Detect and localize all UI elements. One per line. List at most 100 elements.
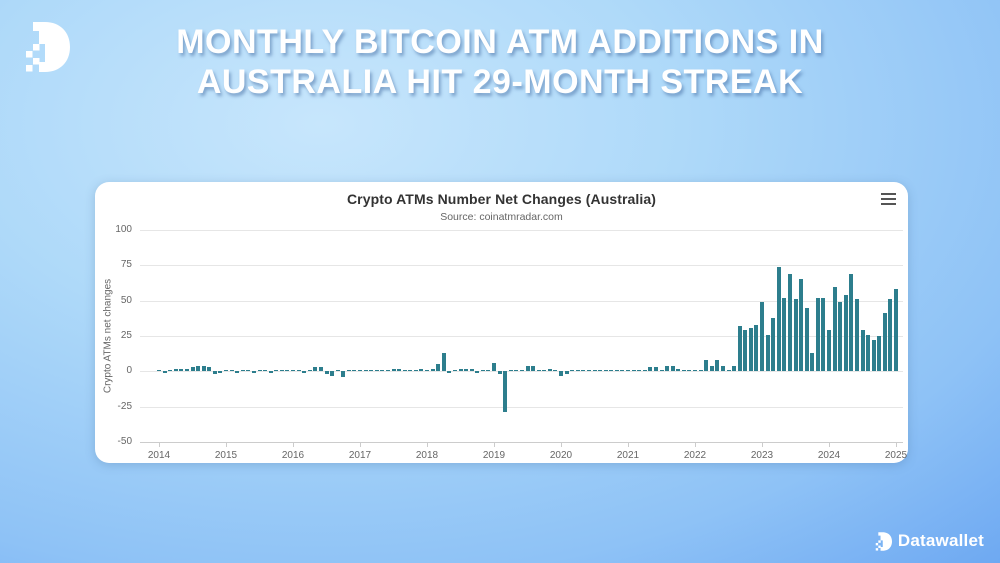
bar[interactable]: [592, 369, 597, 372]
bar[interactable]: [704, 360, 709, 372]
bar[interactable]: [715, 360, 720, 372]
bar[interactable]: [776, 266, 781, 372]
bar[interactable]: [218, 371, 223, 373]
bar[interactable]: [799, 279, 804, 372]
bar[interactable]: [648, 367, 653, 372]
bar[interactable]: [173, 368, 178, 372]
bar[interactable]: [330, 371, 335, 376]
bar[interactable]: [810, 352, 815, 372]
bar[interactable]: [157, 370, 161, 372]
bar[interactable]: [279, 369, 284, 372]
bar[interactable]: [754, 324, 759, 372]
bar[interactable]: [542, 370, 547, 372]
bar[interactable]: [452, 370, 457, 372]
bar[interactable]: [575, 369, 580, 372]
bar[interactable]: [793, 299, 798, 372]
bar[interactable]: [447, 371, 452, 373]
bar[interactable]: [693, 369, 697, 372]
bar[interactable]: [732, 365, 737, 372]
bar[interactable]: [508, 370, 513, 372]
bar[interactable]: [553, 369, 558, 372]
bar[interactable]: [698, 369, 703, 372]
bar[interactable]: [235, 371, 240, 373]
bar[interactable]: [263, 369, 268, 372]
bar[interactable]: [363, 369, 368, 372]
bar[interactable]: [787, 273, 792, 372]
bar[interactable]: [737, 326, 742, 372]
bar[interactable]: [726, 369, 731, 372]
bar[interactable]: [603, 369, 608, 372]
bar[interactable]: [201, 365, 206, 372]
bar[interactable]: [559, 371, 563, 376]
bar[interactable]: [190, 367, 195, 372]
bar[interactable]: [670, 365, 675, 372]
bar[interactable]: [402, 369, 407, 372]
bar[interactable]: [709, 365, 714, 372]
bar[interactable]: [720, 365, 725, 372]
bar[interactable]: [771, 317, 776, 372]
bar[interactable]: [240, 370, 245, 372]
bar[interactable]: [285, 370, 290, 372]
bar[interactable]: [564, 371, 569, 375]
bar[interactable]: [268, 371, 273, 373]
bar[interactable]: [871, 340, 876, 372]
bar[interactable]: [676, 368, 681, 372]
bar[interactable]: [313, 367, 318, 372]
bar[interactable]: [385, 370, 390, 372]
bar[interactable]: [614, 370, 619, 372]
bar[interactable]: [827, 330, 831, 372]
bar[interactable]: [687, 369, 692, 372]
bar[interactable]: [374, 370, 379, 372]
bar[interactable]: [877, 336, 882, 372]
bar[interactable]: [503, 371, 508, 413]
bar[interactable]: [626, 370, 630, 372]
bar[interactable]: [860, 330, 865, 372]
bar[interactable]: [380, 370, 385, 372]
bar[interactable]: [296, 370, 301, 372]
bar[interactable]: [598, 370, 603, 372]
bar[interactable]: [838, 302, 843, 372]
bar[interactable]: [821, 297, 826, 372]
bar[interactable]: [458, 368, 463, 372]
bar[interactable]: [318, 367, 323, 372]
bar[interactable]: [464, 368, 469, 372]
bar[interactable]: [352, 370, 357, 372]
bar[interactable]: [492, 362, 496, 372]
bar[interactable]: [882, 313, 887, 372]
bar[interactable]: [531, 365, 536, 372]
bar[interactable]: [642, 370, 647, 372]
bar[interactable]: [251, 371, 256, 373]
bar[interactable]: [525, 365, 530, 372]
bar[interactable]: [637, 369, 642, 372]
bar[interactable]: [894, 289, 898, 372]
bar[interactable]: [430, 368, 435, 372]
bar[interactable]: [168, 369, 173, 372]
bar[interactable]: [665, 365, 670, 372]
bar[interactable]: [207, 367, 212, 372]
bar[interactable]: [832, 286, 837, 372]
bar[interactable]: [229, 370, 234, 372]
bar[interactable]: [307, 369, 312, 372]
bar[interactable]: [413, 369, 418, 372]
bar[interactable]: [441, 352, 446, 372]
bar[interactable]: [486, 370, 491, 372]
bar[interactable]: [514, 369, 519, 372]
bar[interactable]: [536, 369, 541, 372]
bar[interactable]: [581, 370, 586, 372]
bar[interactable]: [765, 334, 770, 372]
bar[interactable]: [849, 273, 854, 372]
bar[interactable]: [866, 334, 871, 372]
bar[interactable]: [179, 368, 184, 372]
bar[interactable]: [620, 369, 625, 372]
bar[interactable]: [196, 365, 201, 372]
bar[interactable]: [653, 367, 658, 372]
bar[interactable]: [346, 370, 351, 372]
bar[interactable]: [748, 327, 753, 372]
bar[interactable]: [760, 302, 764, 372]
bar[interactable]: [475, 371, 480, 373]
bar[interactable]: [257, 370, 262, 372]
bar[interactable]: [609, 370, 614, 372]
bar[interactable]: [586, 369, 591, 372]
bar[interactable]: [888, 299, 893, 372]
chart-context-menu-button[interactable]: [878, 190, 898, 208]
